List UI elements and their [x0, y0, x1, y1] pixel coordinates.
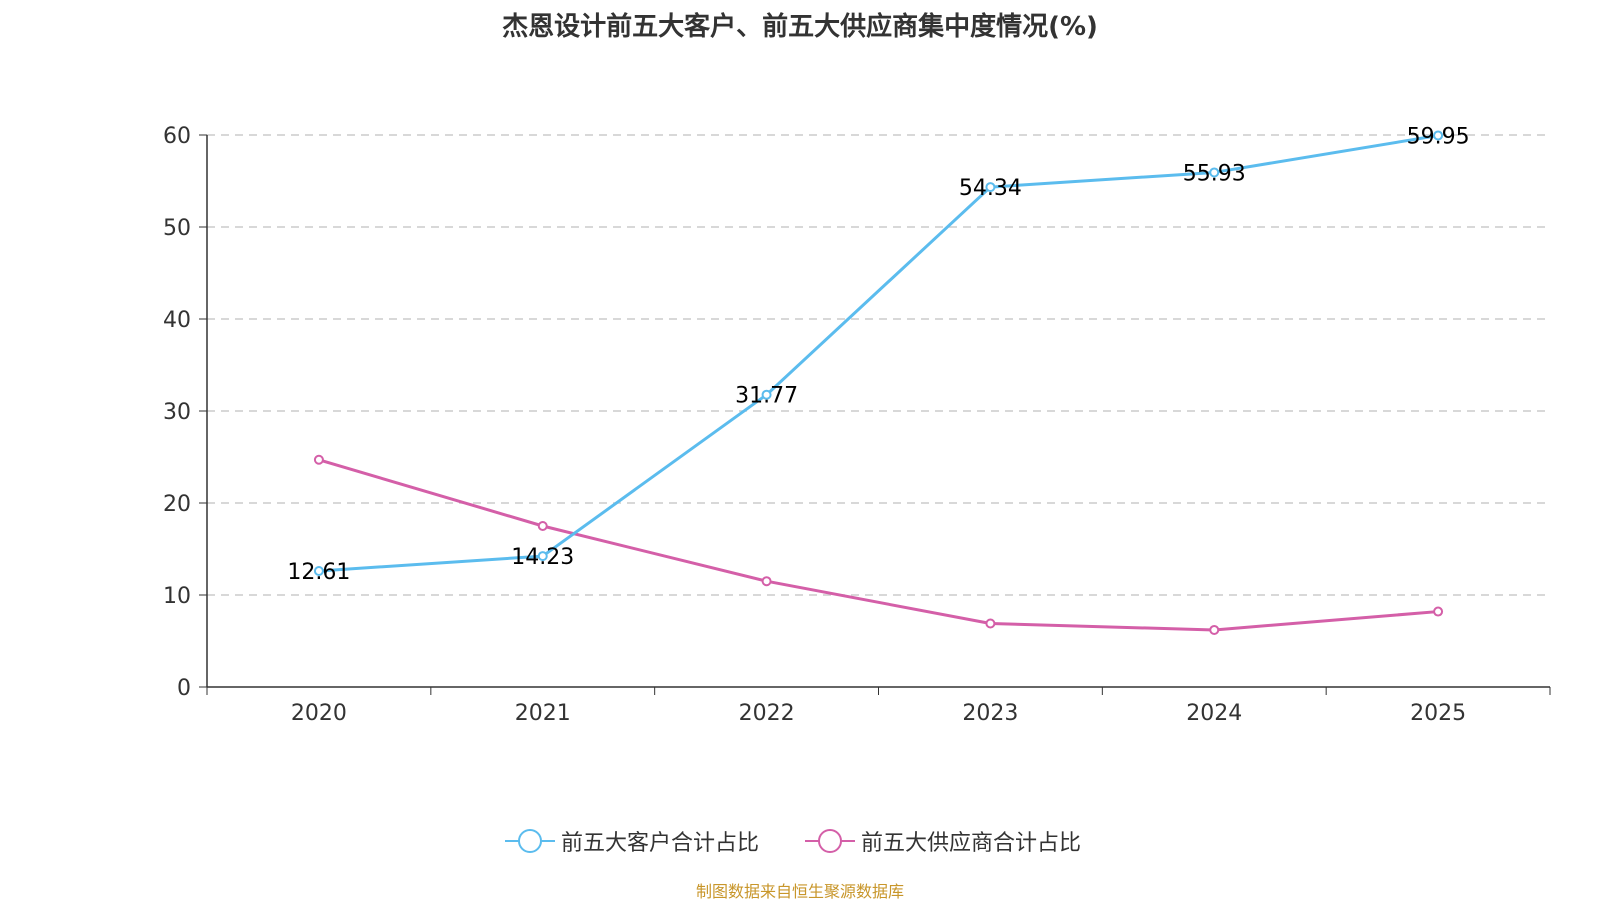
- legend-item-suppliers[interactable]: 前五大供应商合计占比: [805, 826, 1081, 856]
- data-label: 31.77: [735, 384, 798, 409]
- x-tick-label: 2020: [291, 701, 347, 726]
- legend-marker-customers-icon: [505, 829, 555, 853]
- source-note: 制图数据来自恒生聚源数据库: [695, 882, 904, 901]
- data-label: 54.34: [959, 176, 1022, 201]
- data-point[interactable]: [537, 521, 548, 531]
- x-tick-label: 2024: [1186, 701, 1242, 726]
- data-point[interactable]: [1209, 167, 1220, 178]
- series-line-1: [318, 458, 1439, 632]
- data-label: 59.95: [1407, 124, 1470, 149]
- data-point[interactable]: [985, 618, 996, 629]
- x-tick-label: 2025: [1410, 701, 1466, 726]
- data-label: 12.61: [287, 560, 350, 585]
- data-point[interactable]: [537, 551, 548, 562]
- chart-title: 杰恩设计前五大客户、前五大供应商集中度情况(%): [502, 12, 1098, 42]
- legend-marker-suppliers-icon: [805, 829, 855, 853]
- legend-item-customers[interactable]: 前五大客户合计占比: [505, 826, 759, 856]
- data-point[interactable]: [985, 182, 996, 193]
- x-tick-label: 2022: [739, 701, 795, 726]
- x-tick-label: 2021: [515, 701, 571, 726]
- x-tick-label: 2023: [962, 701, 1018, 726]
- y-tick-label: 10: [163, 584, 191, 609]
- data-point[interactable]: [1209, 624, 1220, 635]
- series-line-0: [318, 133, 1439, 573]
- y-tick-label: 30: [163, 400, 191, 425]
- y-tick-label: 0: [177, 676, 191, 701]
- data-point[interactable]: [761, 576, 772, 587]
- data-point[interactable]: [1433, 130, 1444, 141]
- y-tick-label: 40: [163, 308, 191, 333]
- y-tick-label: 50: [163, 216, 191, 241]
- data-point[interactable]: [313, 454, 324, 465]
- data-label: 14.23: [511, 545, 574, 570]
- legend-label-suppliers: 前五大供应商合计占比: [861, 831, 1082, 856]
- y-tick-label: 20: [163, 492, 191, 517]
- data-point[interactable]: [1433, 606, 1444, 617]
- data-label: 55.93: [1183, 161, 1246, 186]
- legend-label-customers: 前五大客户合计占比: [561, 831, 760, 856]
- data-point[interactable]: [313, 565, 324, 576]
- data-point[interactable]: [761, 389, 772, 400]
- y-tick-label: 60: [163, 124, 191, 149]
